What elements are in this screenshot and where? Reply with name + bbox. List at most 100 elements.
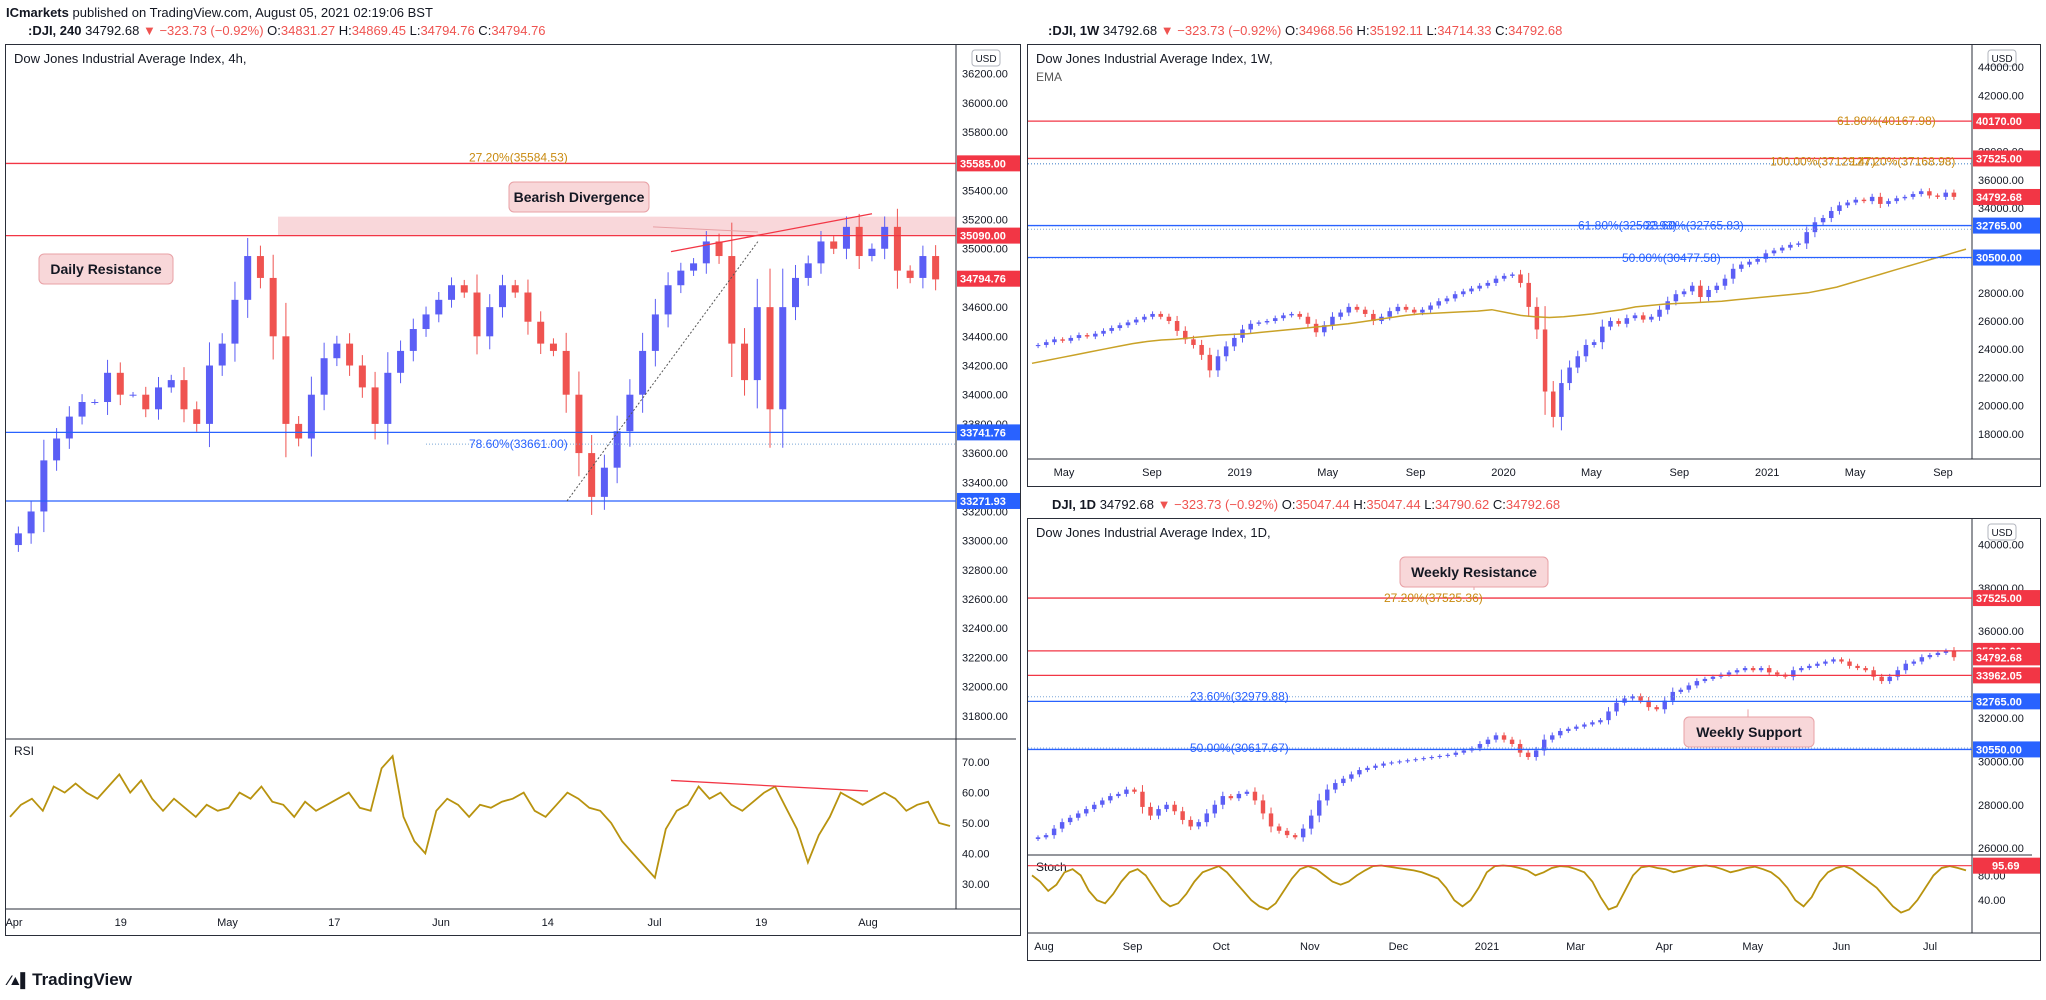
indicator-tick-label: 50.00 [962, 818, 990, 830]
fib-label: 23.60%(32765.83) [1645, 219, 1744, 233]
price-label-box [957, 270, 1020, 287]
candle-body [1060, 339, 1065, 341]
candle-body [231, 299, 239, 344]
candle-body [702, 241, 710, 264]
fib-label: 23.60%(32979.88) [1190, 690, 1289, 704]
callout-pointer [652, 226, 759, 233]
d1-chart-panel[interactable]: Dow Jones Industrial Average Index, 1D, U… [1027, 518, 2041, 961]
candle-body [855, 226, 863, 257]
w1-chart-panel[interactable]: Dow Jones Industrial Average Index, 1W, E… [1027, 44, 2041, 487]
candle-body [1317, 800, 1322, 816]
candle-body [1566, 728, 1571, 731]
price-label: 34792.68 [1976, 652, 2022, 664]
candle-body [1477, 285, 1482, 289]
candle-body [1758, 668, 1764, 671]
candle-body [27, 511, 35, 534]
publisher-name[interactable]: ICmarkets [6, 5, 69, 20]
h4-chart-panel[interactable]: Dow Jones Industrial Average Index, 4h, U… [5, 44, 1021, 936]
candle-body [1485, 282, 1491, 286]
candle-body [1109, 328, 1114, 331]
h4-symbol: :DJI, 240 [28, 23, 82, 38]
candle-body [1902, 196, 1908, 199]
w1-header: :DJI, 1W 34792.68 ▼ −323.73 (−0.92%) O:3… [1048, 23, 1563, 38]
candle-body [1927, 191, 1932, 196]
h4-chart[interactable]: Dow Jones Industrial Average Index, 4h, U… [6, 45, 1020, 935]
indicator-tick-label: 60.00 [962, 788, 990, 800]
y-tick-label: 44000.00 [1978, 62, 2024, 74]
candle-body [1853, 199, 1859, 203]
weekly-support-label: Weekly Support [1696, 724, 1802, 740]
candle-body [1164, 804, 1169, 810]
candle-body [358, 365, 366, 388]
candle-body [1686, 685, 1692, 690]
d1-chart[interactable]: Dow Jones Industrial Average Index, 1D, U… [1028, 519, 2040, 960]
candle-body [1346, 306, 1352, 313]
candle-body [639, 350, 647, 395]
candle-body [1373, 765, 1378, 768]
candle-body [397, 350, 405, 373]
down-arrow-icon: ▼ [1157, 497, 1171, 512]
x-tick-label: 19 [755, 917, 767, 929]
candle-body [295, 423, 303, 439]
bearish-divergence-label: Bearish Divergence [514, 189, 645, 205]
x-tick-label: May [1742, 941, 1763, 953]
price-label: 37525.00 [1976, 593, 2022, 605]
candle-body [1600, 326, 1605, 343]
w1-close: 34792.68 [1508, 23, 1563, 38]
candle-body [1670, 691, 1675, 701]
candle-body [14, 533, 22, 546]
chart-subtitle: EMA [1036, 70, 1062, 84]
candle-body [1951, 192, 1957, 197]
candle-body [1436, 301, 1442, 306]
candle-body [1763, 253, 1769, 259]
w1-chart[interactable]: Dow Jones Industrial Average Index, 1W, E… [1028, 45, 2040, 486]
candle-body [600, 467, 608, 497]
price-label: 30550.00 [1976, 744, 2022, 756]
candle-body [1248, 323, 1253, 330]
candle-body [779, 307, 787, 410]
candle-body [1734, 670, 1740, 673]
tradingview-logo[interactable]: ⁄▲▌ TradingView [8, 970, 132, 990]
d1-low: 34790.62 [1435, 497, 1490, 512]
candle-body [1534, 306, 1540, 330]
candle-body [1461, 291, 1466, 295]
candle-body [1654, 707, 1659, 710]
x-tick-label: 17 [328, 917, 340, 929]
price-label-box [957, 424, 1020, 441]
candle-body [1100, 800, 1105, 805]
chart-title: Dow Jones Industrial Average Index, 4h, [14, 51, 246, 66]
weekly-support-label-box [1683, 716, 1815, 748]
candle-body [1847, 661, 1852, 666]
divergence-rsi-line [670, 779, 869, 792]
fib-label: 27.20%(37525.36) [1384, 591, 1483, 605]
price-label-box [1973, 217, 2040, 234]
chart-title: Dow Jones Industrial Average Index, 1D, [1036, 525, 1271, 540]
indicator-name: RSI [14, 744, 34, 758]
candle-body [486, 307, 494, 337]
candle-body [919, 256, 927, 278]
candle-body [1796, 243, 1801, 245]
candle-body [1863, 668, 1868, 671]
candle-body [1035, 344, 1041, 347]
candle-body [1051, 828, 1057, 836]
candle-body [1140, 791, 1145, 807]
candle-body [1598, 720, 1603, 723]
candle-body [651, 314, 659, 351]
candle-body [817, 241, 825, 264]
candle-body [1322, 325, 1327, 333]
candle-body [180, 380, 188, 410]
y-tick-label: 34200.00 [962, 361, 1008, 373]
candle-body [1673, 294, 1679, 302]
h4-last: 34792.68 [85, 23, 140, 38]
currency-label: USD [1991, 54, 2012, 65]
y-tick-label: 26000.00 [1978, 843, 2024, 855]
candle-body [1918, 191, 1924, 195]
y-tick-label: 33400.00 [962, 477, 1008, 489]
candle-body [1357, 770, 1362, 775]
candle-body [1281, 315, 1286, 319]
candle-body [1116, 793, 1121, 797]
fib-label: 100.00%(37129.47) [1770, 155, 1875, 169]
indicator-tick-label: 70.00 [962, 757, 990, 769]
candle-body [1807, 665, 1812, 669]
candle-body [1788, 244, 1793, 248]
